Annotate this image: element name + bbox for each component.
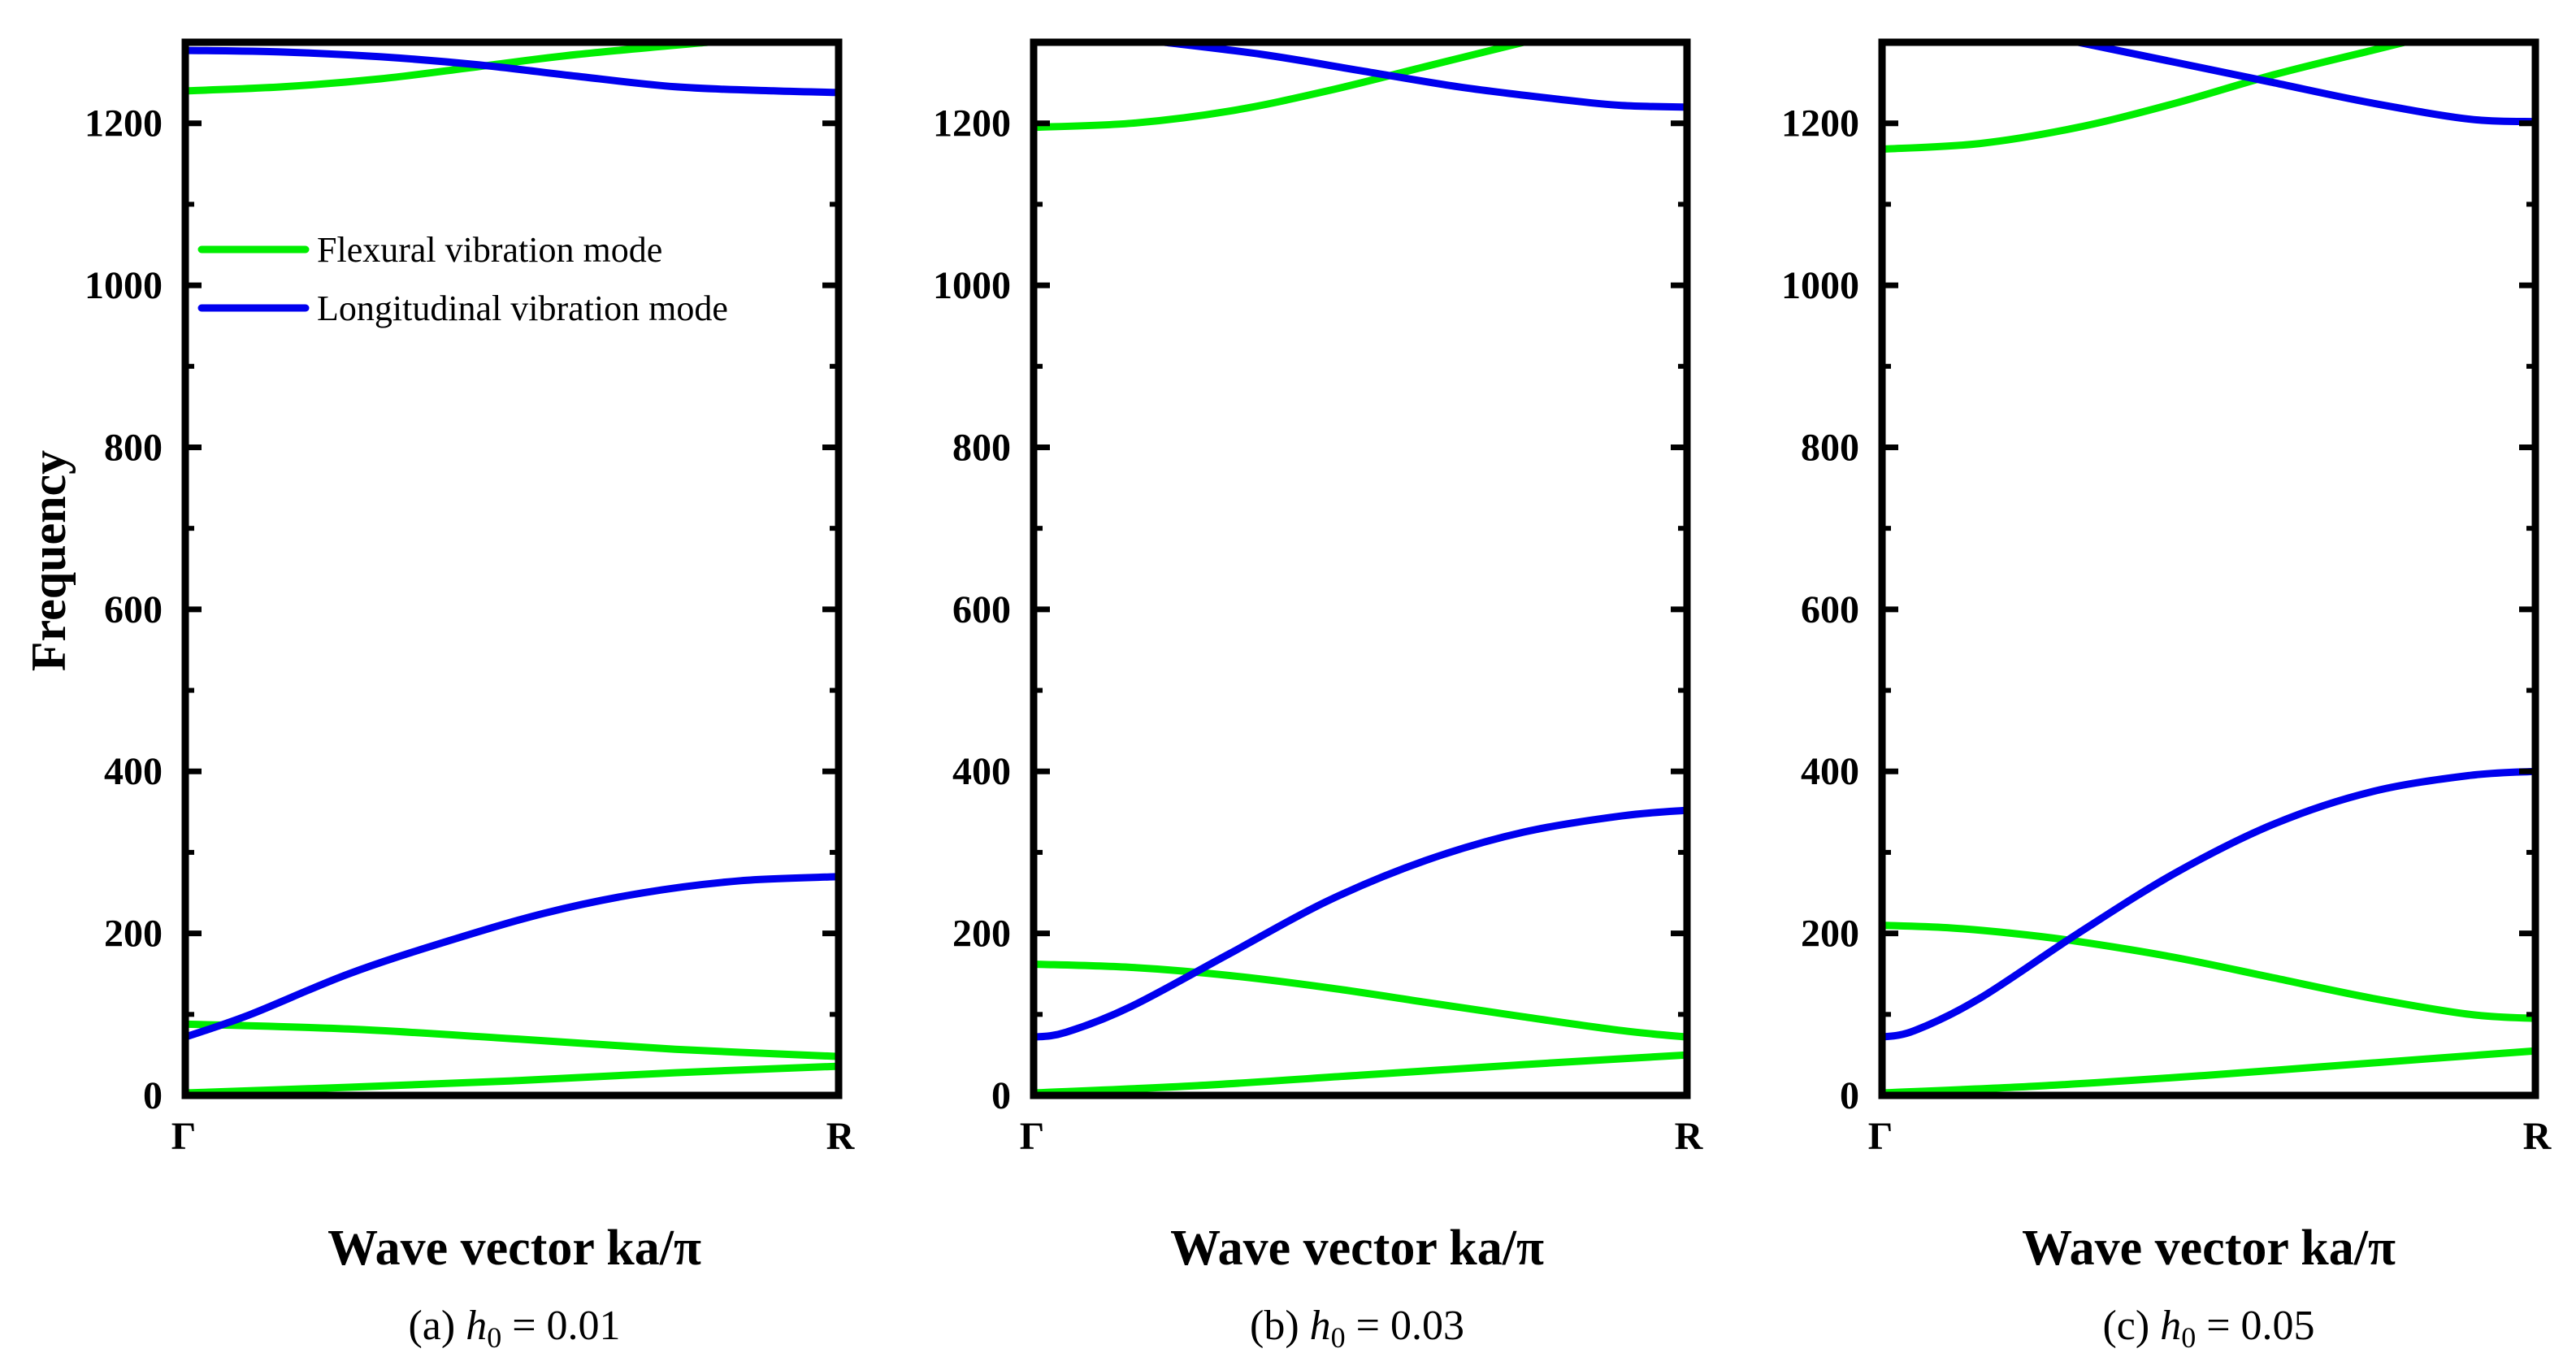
series-line-flexural-2	[1882, 922, 2535, 1022]
caption-prefix: (b)	[1250, 1303, 1310, 1349]
y-tick-label: 800	[952, 426, 1011, 469]
series-line-longitudinal-3	[185, 873, 839, 1041]
y-tick-label: 0	[1840, 1074, 1859, 1117]
panel-caption: (c) h0 = 0.05	[2102, 1303, 2314, 1354]
x-tick-label-r: R	[1675, 1115, 1704, 1158]
y-tick-label: 200	[104, 913, 163, 956]
series-line-longitudinal-3	[1882, 767, 2535, 1041]
caption-value: = 0.03	[1346, 1303, 1464, 1349]
caption-variable: h	[2160, 1303, 2181, 1349]
y-tick-label: 400	[952, 750, 1011, 793]
x-tick-label-gamma: Γ	[171, 1115, 197, 1158]
plot-frame	[1030, 38, 1691, 1099]
caption-variable: h	[1310, 1303, 1331, 1349]
y-tick-label: 600	[1801, 588, 1859, 631]
y-tick-label: 400	[104, 750, 163, 793]
caption-subscript: 0	[487, 1321, 501, 1354]
y-tick-label: 200	[1801, 913, 1859, 956]
y-tick-label: 1000	[933, 264, 1011, 307]
y-tick-label: 200	[952, 913, 1011, 956]
x-tick-label-r: R	[826, 1115, 856, 1158]
series-group	[1034, 42, 1687, 1095]
chart-panel-2: 0 200 400 600 800 1000 1200 Γ R Wave vector ka/π (…	[933, 38, 1704, 1354]
caption-prefix: (a)	[408, 1303, 466, 1349]
chart-panel-1: 0 200 400 600 800 1000 1200 Γ R Wave vector ka/π (…	[22, 38, 856, 1354]
plot-frame	[181, 38, 843, 1099]
caption-value: = 0.05	[2196, 1303, 2314, 1349]
chart-panel-3: 0 200 400 600 800 1000 1200 Γ R Wave vector ka/π (…	[1781, 38, 2552, 1354]
caption-subscript: 0	[1331, 1321, 1346, 1354]
series-line-flexural-2	[1034, 961, 1687, 1041]
y-tick-label: 0	[991, 1074, 1011, 1117]
x-tick-label-r: R	[2523, 1115, 2552, 1158]
series-line-flexural-4	[1034, 42, 1528, 132]
panel-caption: (a) h0 = 0.01	[408, 1303, 620, 1354]
legend-label-2: Longitudinal vibration mode	[317, 288, 728, 328]
plot-frame	[1878, 38, 2539, 1099]
y-tick-label: 1200	[933, 102, 1011, 145]
y-tick-label: 1000	[85, 264, 163, 307]
caption-variable: h	[466, 1303, 487, 1349]
series-line-longitudinal-5	[185, 46, 839, 97]
x-axis-label: Wave vector ka/π	[1170, 1221, 1544, 1276]
y-tick-label: 800	[104, 426, 163, 469]
x-axis-label: Wave vector ka/π	[2022, 1221, 2396, 1276]
y-tick-label: 800	[1801, 426, 1859, 469]
y-tick-label: 400	[1801, 750, 1859, 793]
legend: Flexural vibration mode Longitudinal vibr…	[197, 230, 728, 328]
series-line-flexural-4	[185, 42, 712, 95]
y-tick-label: 600	[104, 588, 163, 631]
series-line-longitudinal-3	[1034, 806, 1687, 1041]
series-line-flexural-1	[1034, 1051, 1687, 1095]
series-line-flexural-1	[185, 1062, 839, 1095]
series-line-flexural-2	[185, 1020, 839, 1060]
caption-subscript: 0	[2181, 1321, 2196, 1354]
legend-label-1: Flexural vibration mode	[317, 230, 662, 270]
series-line-flexural-1	[1882, 1047, 2535, 1095]
panel-caption: (b) h0 = 0.03	[1250, 1303, 1464, 1354]
series-line-longitudinal-5	[1160, 42, 1687, 111]
y-tick-label: 0	[143, 1074, 163, 1117]
y-tick-label: 600	[952, 588, 1011, 631]
series-group	[185, 42, 839, 1095]
caption-prefix: (c)	[2102, 1303, 2160, 1349]
y-tick-label: 1000	[1781, 264, 1859, 307]
x-tick-label-gamma: Γ	[1868, 1115, 1893, 1158]
series-group	[1882, 42, 2535, 1095]
y-axis-label: Frequency	[22, 450, 76, 671]
y-tick-label: 1200	[1781, 102, 1859, 145]
x-tick-label-gamma: Γ	[1020, 1115, 1045, 1158]
caption-value: = 0.01	[501, 1303, 620, 1349]
series-line-longitudinal-5	[2074, 42, 2535, 126]
y-tick-label: 1200	[85, 102, 163, 145]
x-axis-label: Wave vector ka/π	[327, 1221, 701, 1276]
series-line-flexural-4	[1882, 42, 2409, 154]
